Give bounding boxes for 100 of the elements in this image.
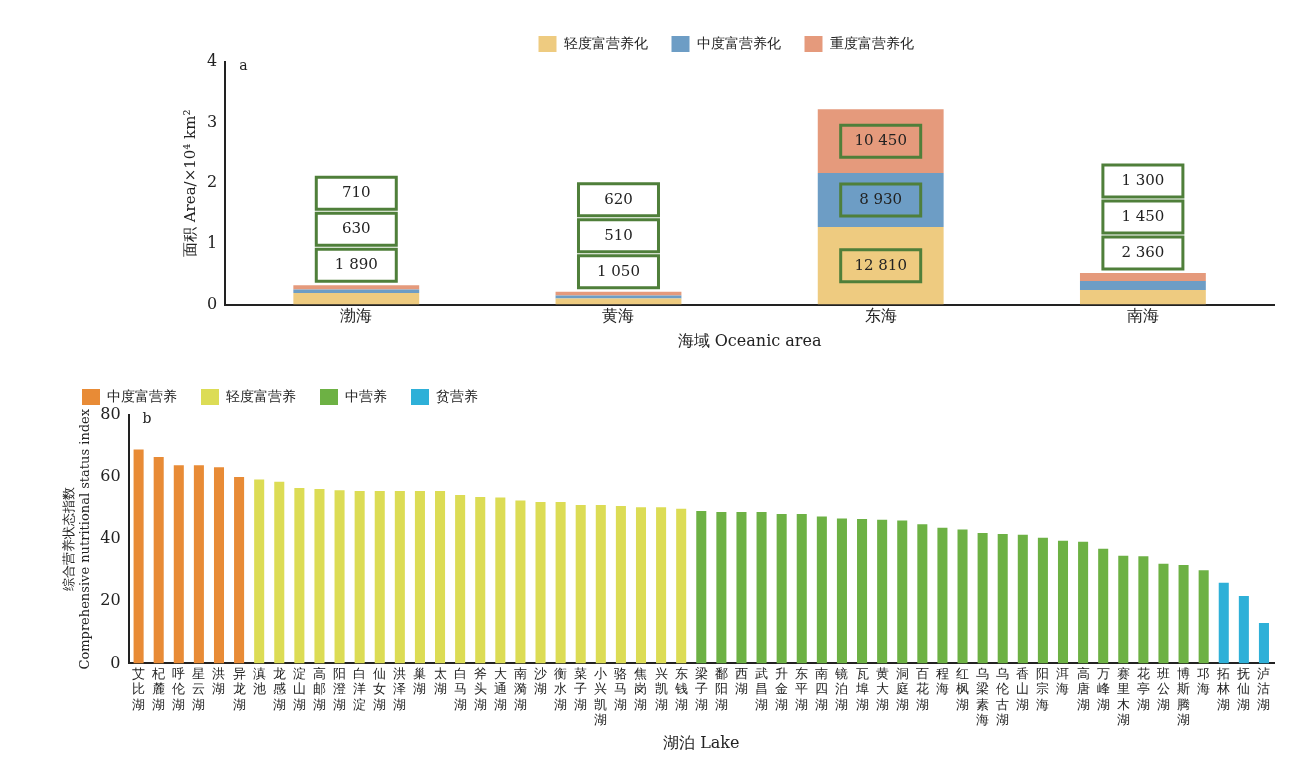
x-tick-label: 仙女湖 <box>373 665 387 712</box>
x-tick-label: 洪湖 <box>212 665 226 697</box>
x-tick-label: 渤海 <box>340 306 373 326</box>
x-tick-label: 小兴凯湖 <box>594 665 608 728</box>
bar <box>676 508 687 664</box>
bar <box>1218 582 1229 664</box>
x-tick-label: 阳澄湖 <box>333 665 347 712</box>
bar <box>776 514 787 664</box>
bar <box>293 285 420 290</box>
x-tick-label: 班公湖 <box>1156 665 1170 712</box>
bar <box>555 295 682 299</box>
x-tick-label: 南海 <box>1126 306 1159 326</box>
x-tick-label: 杞麓湖 <box>151 665 166 712</box>
bar <box>1238 596 1249 664</box>
y-axis-title: 综合营养状态指数 Comprehensive nutritional status index <box>61 408 92 670</box>
x-tick-label: 高唐湖 <box>1076 665 1090 712</box>
x-tick-label: 万峰湖 <box>1096 665 1110 712</box>
legend-label: 轻度富营养化 <box>563 34 648 51</box>
bar <box>1078 541 1089 664</box>
bar <box>595 505 606 664</box>
x-tick-label: 黄大湖 <box>875 665 889 712</box>
bar <box>977 532 988 664</box>
y-tick-label: 3 <box>206 111 218 131</box>
annotation: 1 890 <box>334 255 378 274</box>
annotation: 1 450 <box>1121 206 1165 225</box>
bar <box>696 510 707 664</box>
x-tick-label: 龙感湖 <box>272 665 286 712</box>
legend-label: 中度富营养 <box>107 387 177 404</box>
annotation: a <box>239 56 248 73</box>
x-tick-label: 瓦埠湖 <box>854 665 869 712</box>
bar <box>1158 563 1169 664</box>
bar <box>535 501 546 664</box>
x-tick-label: 呼伦湖 <box>172 665 186 712</box>
x-tick-label: 西湖 <box>734 665 748 697</box>
bar <box>857 519 868 664</box>
bar <box>997 533 1008 664</box>
x-tick-label: 红枫湖 <box>956 665 970 712</box>
bar <box>334 490 345 664</box>
x-axis-title: 海域 Oceanic area <box>677 330 822 350</box>
x-tick-label: 菜子湖 <box>574 665 588 712</box>
x-tick-label: 乌伦古湖 <box>996 665 1010 728</box>
annotation: 1 300 <box>1121 170 1165 189</box>
bar <box>656 507 667 664</box>
bar <box>1258 623 1269 664</box>
x-tick-label: 东钱湖 <box>673 665 688 712</box>
bar <box>937 527 948 664</box>
x-tick-label: 南四湖 <box>815 665 829 712</box>
bar <box>515 500 526 664</box>
bar <box>374 491 385 664</box>
bar <box>756 511 767 664</box>
bar <box>957 529 968 664</box>
y-tick-label: 20 <box>100 590 121 610</box>
bar <box>1079 280 1206 291</box>
bar <box>314 488 325 664</box>
y-tick-label: 0 <box>110 652 121 672</box>
x-tick-label: 焦岗湖 <box>634 665 648 712</box>
x-tick-label: 香山湖 <box>1016 665 1030 712</box>
x-tick-label: 博斯腾湖 <box>1177 665 1191 728</box>
annotation: 2 360 <box>1121 242 1165 261</box>
x-tick-label: 白洋淀 <box>353 665 367 712</box>
x-tick-label: 东平湖 <box>795 665 809 712</box>
x-tick-label: 衡水湖 <box>554 665 568 712</box>
annotation: 12 810 <box>854 255 907 274</box>
bar <box>575 505 586 664</box>
x-tick-label: 邛海 <box>1197 665 1211 697</box>
annotation: 710 <box>341 183 371 202</box>
bar <box>817 109 944 173</box>
x-tick-label: 花亭湖 <box>1136 665 1150 712</box>
x-tick-label: 梁子湖 <box>694 665 708 712</box>
bar <box>716 511 727 664</box>
bar <box>1138 556 1149 664</box>
y-tick-label: 60 <box>100 466 121 486</box>
x-tick-label: 赛里木湖 <box>1116 665 1130 728</box>
bar <box>1017 534 1028 664</box>
bar <box>897 520 908 664</box>
x-tick-label: 兴凯湖 <box>654 665 668 712</box>
bar <box>234 477 245 664</box>
y-tick-label: 40 <box>100 528 121 548</box>
bar <box>455 495 466 664</box>
x-tick-label: 白马湖 <box>453 665 467 712</box>
bar <box>877 519 888 664</box>
bar <box>555 291 682 296</box>
y-axis-title: 面积 Area/×10⁴ km² <box>180 109 199 258</box>
bar <box>917 524 928 664</box>
bar <box>193 465 204 664</box>
bar <box>435 491 446 664</box>
annotation: 510 <box>604 225 633 244</box>
x-tick-label: 东海 <box>864 306 897 326</box>
bar <box>555 501 566 664</box>
x-tick-label: 淀山湖 <box>292 665 306 712</box>
bar <box>1198 570 1209 664</box>
bar <box>1079 273 1206 281</box>
bar <box>1037 537 1048 664</box>
bar <box>394 491 405 664</box>
x-tick-label: 升金湖 <box>775 665 789 712</box>
x-tick-label: 沙湖 <box>534 665 548 697</box>
legend-label: 重度富营养化 <box>829 34 914 51</box>
bar <box>495 497 506 664</box>
bar <box>1098 548 1109 664</box>
bar <box>796 514 807 664</box>
